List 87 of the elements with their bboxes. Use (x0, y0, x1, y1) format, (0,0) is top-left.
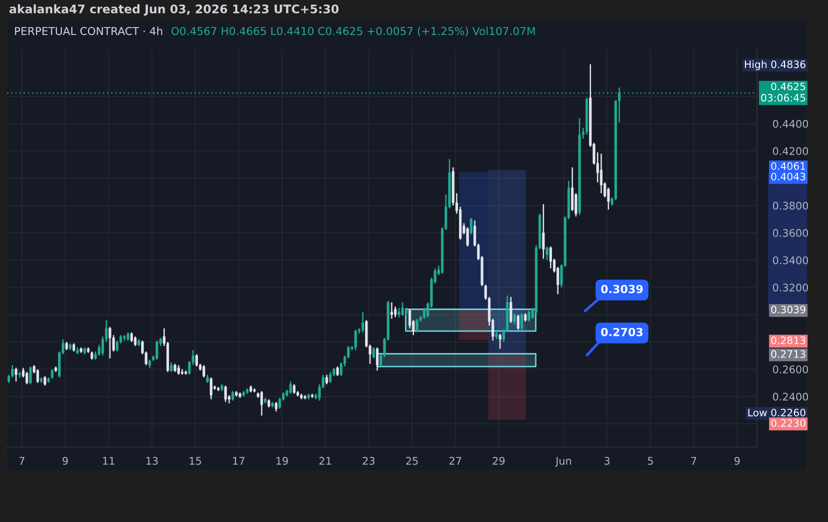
candlestick (516, 314, 520, 330)
candlestick (36, 368, 39, 384)
x-tick-label: 9 (62, 456, 68, 465)
x-tick-label: 7 (19, 457, 24, 465)
x-tick-label: 3 (604, 456, 610, 465)
candlestick (390, 302, 393, 320)
candlestick (177, 364, 180, 376)
candlestick (202, 364, 206, 378)
text: O0.4567 H0.4665 L0.4410 C0.4625 +0.0057 (+1.25%) Vol107.07M (171, 26, 535, 36)
candlestick (289, 380, 292, 394)
candlestick (495, 329, 498, 340)
candlestick (156, 340, 158, 360)
x-tick-label: 17 (233, 457, 244, 465)
candlestick (362, 311, 364, 334)
candlestick (170, 362, 173, 373)
y-tick-label: 0.2600 (772, 365, 808, 374)
candlestick (510, 296, 512, 324)
y-tick-label: 0.3800 (772, 202, 808, 210)
candlestick (498, 333, 502, 350)
candlestick (549, 246, 552, 269)
x-tick-label: 5 (648, 457, 653, 465)
y2-tick-label: Low 0.2260 (748, 408, 806, 416)
annotation: 0.3039 (601, 284, 643, 294)
candlestick (401, 302, 404, 317)
candlestick (376, 346, 379, 372)
candlestick (195, 354, 198, 368)
y-tick-label: 0.3400 (772, 256, 808, 264)
y2-tick-label: High 0.4836 (745, 60, 806, 70)
candlestick (466, 226, 469, 248)
x-tick-label: 13 (146, 456, 158, 465)
chart-title: akalanka47 created Jun 03, 2026 14:23 UTC+5:30 (10, 4, 339, 16)
x-tick-label: 9 (734, 456, 740, 465)
candlestick (470, 217, 472, 235)
x-tick-label: 27 (450, 456, 462, 465)
candlestick (372, 346, 375, 359)
y-tick-label: 0.3600 (772, 229, 808, 237)
candlestick (29, 366, 32, 385)
candlestick (520, 312, 524, 332)
candlestick (260, 390, 263, 416)
y-tick-label: 0.2400 (772, 392, 808, 401)
candlestick (571, 166, 574, 212)
x-tick-label: 21 (319, 456, 331, 465)
candlestick (546, 246, 548, 261)
annotation: 0.2703 (601, 328, 643, 336)
y2-tick-label: 0.3039 (771, 306, 806, 314)
y2-tick-label: 0.4061 (771, 162, 806, 170)
x-tick-label: Jun (555, 457, 571, 467)
candlestick (231, 390, 234, 402)
candlestick (325, 374, 328, 385)
candlestick (336, 366, 339, 377)
candlestick (398, 307, 400, 318)
candlestick (26, 371, 28, 385)
x-tick-label: 11 (103, 457, 114, 465)
candlestick (600, 153, 603, 194)
candlestick (210, 376, 212, 400)
y2-tick-label: 0.4043 (771, 172, 806, 180)
candlestick (108, 326, 112, 359)
x-tick-label: 25 (406, 456, 418, 465)
y-tick-label: 0.3200 (772, 284, 808, 292)
candlestick (130, 332, 133, 343)
candlestick (134, 336, 137, 347)
y2-tick-label: 0.2230 (771, 419, 806, 427)
y-tick-label: 0.4400 (772, 120, 808, 128)
candlestick (50, 368, 54, 380)
x-tick-label: 29 (492, 456, 505, 465)
candlestick (416, 318, 418, 334)
candlestick (542, 204, 545, 260)
x-tick-label: 15 (190, 457, 202, 465)
candlestick (44, 375, 46, 386)
ref-line-label: 0.4625 03:06:45 (761, 82, 806, 102)
y-tick-label: 0.4200 (772, 147, 808, 156)
x-tick-label: 7 (691, 457, 696, 465)
x-tick-label: 23 (362, 456, 374, 465)
candlestick (14, 367, 18, 382)
candlestick (354, 329, 357, 351)
candlestick (513, 312, 516, 325)
candlestick (408, 308, 412, 329)
chart-subtitle: PERPETUAL CONTRACT · 4h (15, 26, 162, 36)
candlestick (394, 306, 397, 318)
candlestick (224, 384, 227, 403)
y2-tick-label: 0.2713 (771, 350, 806, 358)
y2-tick-label: 0.2813 (771, 336, 806, 344)
candlestick (292, 384, 296, 394)
candlestick (528, 310, 530, 322)
candlestick (329, 371, 332, 384)
x-tick-label: 19 (276, 456, 288, 465)
candlestick (274, 401, 278, 412)
